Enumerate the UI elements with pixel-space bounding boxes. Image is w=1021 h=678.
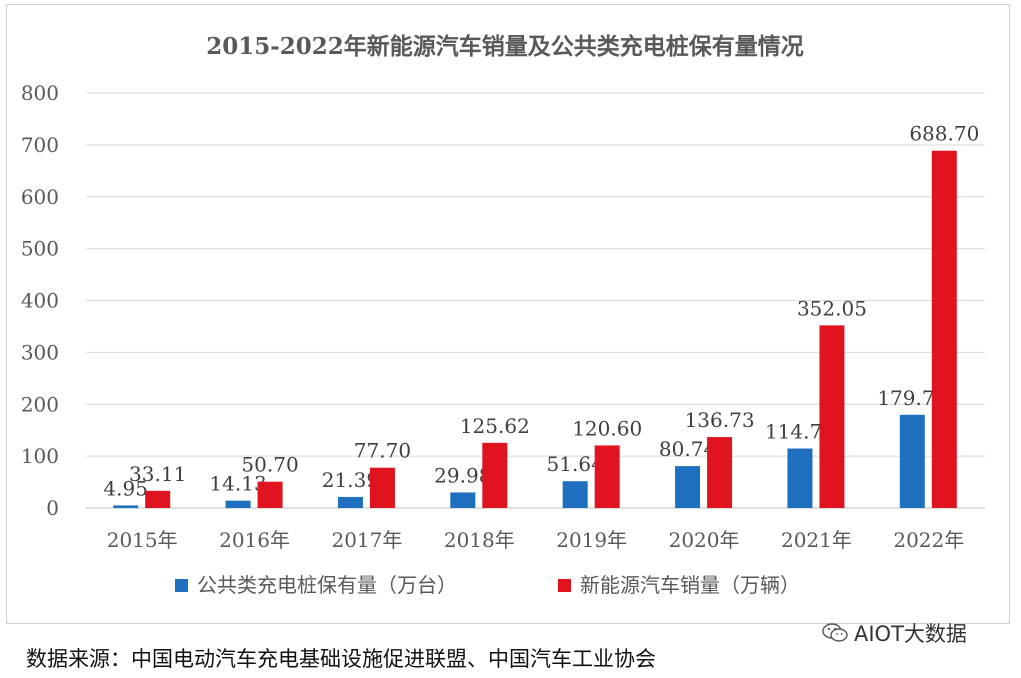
bar-charging-piles bbox=[899, 414, 925, 508]
bar-charging-piles bbox=[337, 496, 363, 508]
data-label: 29.98 bbox=[434, 463, 491, 487]
data-label: 120.60 bbox=[572, 416, 642, 440]
bar-nev-sales bbox=[931, 150, 957, 508]
bar-nev-sales bbox=[482, 442, 508, 508]
legend-swatch bbox=[558, 579, 571, 592]
y-tick-label: 700 bbox=[21, 133, 59, 157]
data-label: 33.11 bbox=[129, 462, 186, 486]
wechat-icon bbox=[822, 623, 848, 642]
x-tick-label: 2021年 bbox=[781, 528, 852, 552]
bar-charging-piles bbox=[450, 492, 476, 508]
x-tick-label: 2015年 bbox=[107, 528, 178, 552]
y-tick-label: 400 bbox=[21, 289, 59, 313]
data-label: 14.13 bbox=[209, 472, 266, 496]
data-label: 352.05 bbox=[797, 296, 867, 320]
x-tick-label: 2022年 bbox=[893, 528, 964, 552]
y-tick-label: 100 bbox=[21, 444, 59, 468]
data-label: 77.70 bbox=[354, 439, 411, 463]
data-source-note: 数据来源：中国电动汽车充电基础设施促进联盟、中国汽车工业协会 bbox=[26, 647, 656, 671]
data-label: 21.39 bbox=[322, 468, 379, 492]
chart-frame bbox=[6, 4, 1010, 624]
x-tick-label: 2018年 bbox=[444, 528, 515, 552]
data-label: 80.74 bbox=[659, 437, 716, 461]
watermark-text: AIOT大数据 bbox=[854, 622, 967, 646]
y-tick-label: 0 bbox=[46, 496, 59, 520]
data-label: 688.70 bbox=[909, 122, 979, 146]
bar-nev-sales bbox=[145, 490, 171, 508]
bar-nev-sales bbox=[369, 467, 395, 508]
watermark: AIOT大数据 bbox=[822, 618, 967, 648]
bar-nev-sales bbox=[594, 445, 620, 508]
legend-label: 公共类充电桩保有量（万台） bbox=[197, 573, 457, 597]
x-tick-label: 2016年 bbox=[219, 528, 290, 552]
data-label: 136.73 bbox=[685, 408, 755, 432]
bar-nev-sales bbox=[819, 325, 845, 508]
x-tick-label: 2017年 bbox=[331, 528, 402, 552]
bar-nev-sales bbox=[707, 437, 733, 508]
legend-label: 新能源汽车销量（万辆） bbox=[580, 573, 800, 597]
bar-charging-piles bbox=[225, 500, 251, 508]
bar-charging-piles bbox=[113, 505, 139, 508]
x-tick-label: 2020年 bbox=[669, 528, 740, 552]
bar-nev-sales bbox=[257, 481, 283, 508]
data-label: 4.95 bbox=[103, 476, 148, 500]
chart-title: 2015-2022年新能源汽车销量及公共类充电桩保有量情况 bbox=[206, 33, 804, 60]
bar-charging-piles bbox=[787, 448, 813, 508]
bar-charging-piles bbox=[562, 481, 588, 508]
data-label: 51.64 bbox=[547, 452, 604, 476]
x-tick-label: 2019年 bbox=[556, 528, 627, 552]
y-tick-label: 500 bbox=[21, 237, 59, 261]
bar-charging-piles bbox=[675, 466, 701, 508]
data-label: 50.70 bbox=[241, 453, 298, 477]
y-tick-label: 600 bbox=[21, 185, 59, 209]
bar-chart: 2015-2022年新能源汽车销量及公共类充电桩保有量情况 0 100 200 300 4… bbox=[21, 33, 985, 597]
y-tick-label: 200 bbox=[21, 392, 59, 416]
data-label: 125.62 bbox=[460, 414, 530, 438]
legend-swatch bbox=[175, 579, 188, 592]
y-tick-label: 300 bbox=[21, 340, 59, 364]
y-tick-label: 800 bbox=[21, 81, 59, 105]
